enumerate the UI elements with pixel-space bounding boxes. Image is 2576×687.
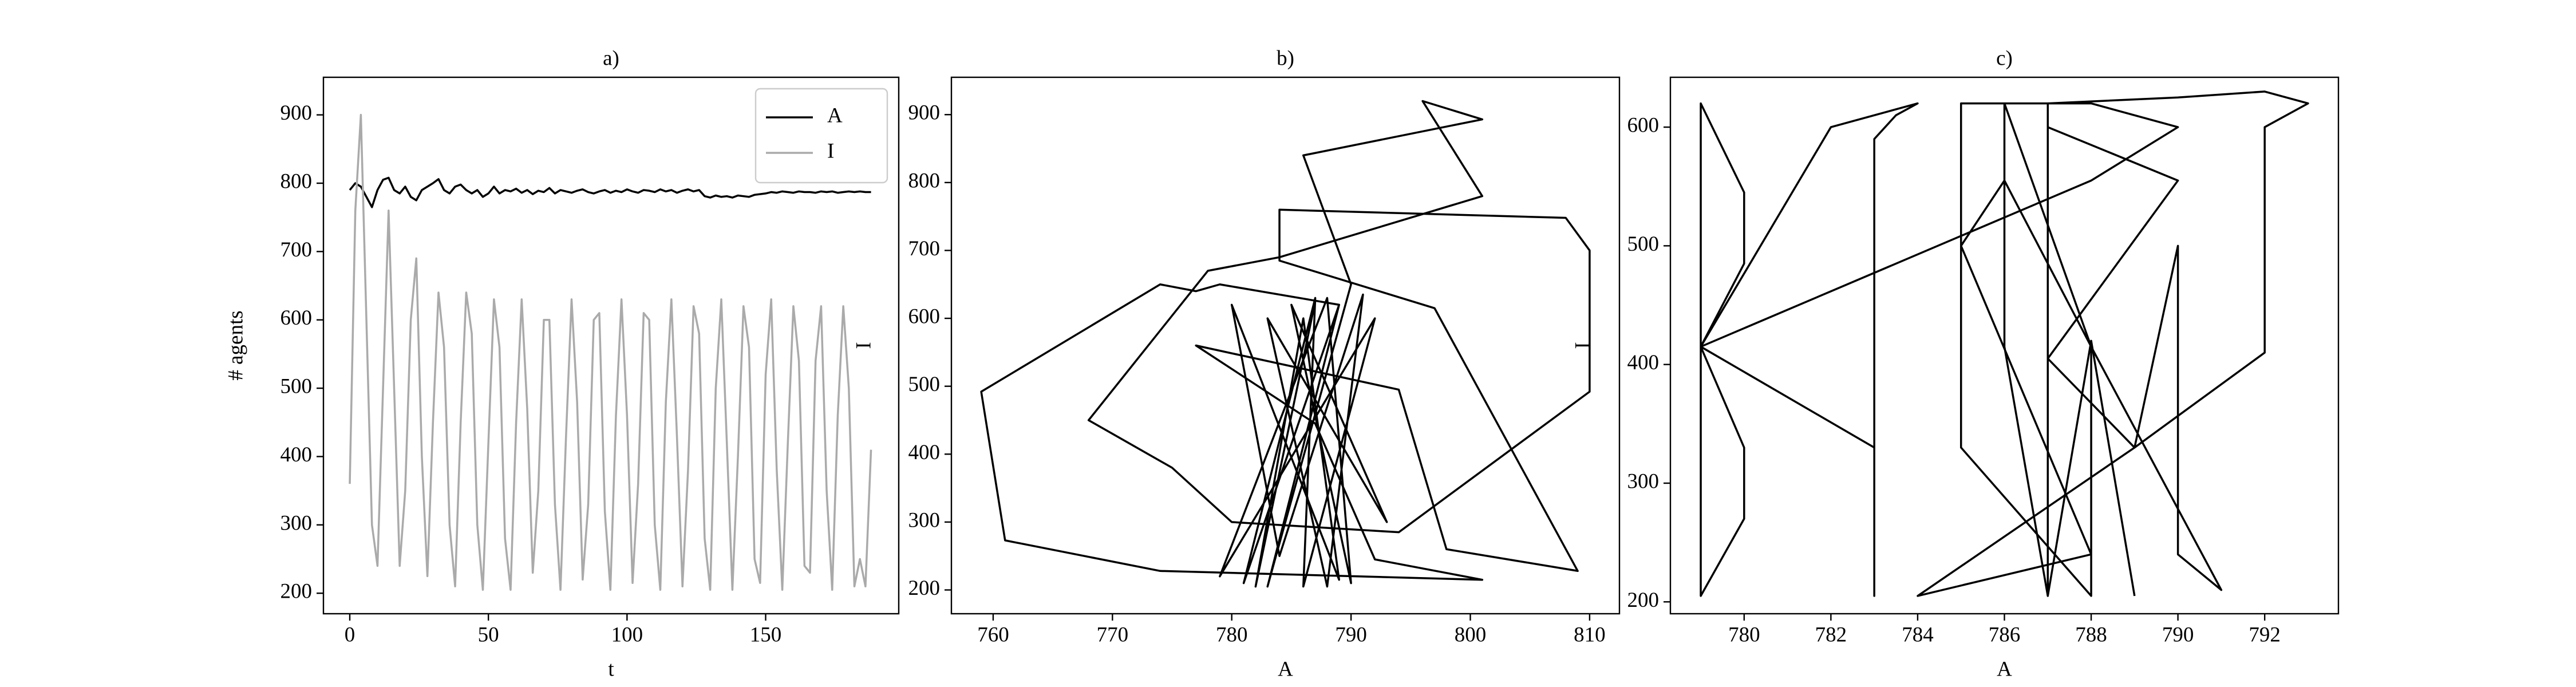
chart-title: b) [1277,46,1294,70]
y-tick-label: 400 [908,441,941,464]
legend-label: A [827,104,843,127]
y-tick-label: 500 [1627,232,1660,256]
y-tick-label: 800 [280,169,313,193]
y-axis-label: I [1571,342,1594,349]
y-tick-label: 900 [280,101,313,125]
y-axis-label: # agents [224,310,247,380]
y-tick-label: 300 [1627,469,1660,493]
x-tick-label: 788 [2075,623,2107,646]
y-tick-label: 600 [908,305,941,329]
x-tick-label: 790 [2162,623,2194,646]
y-tick-label: 300 [280,511,313,535]
y-tick-label: 500 [280,375,313,398]
x-tick-label: 780 [1216,623,1248,646]
y-tick-label: 400 [280,443,313,467]
x-tick-label: 770 [1097,623,1129,646]
x-tick-label: 786 [1989,623,2021,646]
y-tick-label: 700 [908,237,941,260]
x-axis-label: A [1278,657,1293,681]
chart-title: c) [1996,46,2013,70]
x-tick-label: 50 [478,623,499,646]
x-tick-label: 150 [750,623,782,646]
x-axis-label: t [608,657,614,681]
x-tick-label: 780 [1728,623,1760,646]
plot-frame [950,76,1621,615]
x-tick-label: 782 [1815,623,1847,646]
x-tick-label: 100 [611,623,643,646]
y-tick-label: 500 [908,373,941,396]
x-tick-label: 792 [2249,623,2281,646]
plot-frame [322,76,900,615]
y-axis-label: I [852,342,875,349]
legend-label: I [827,139,834,163]
x-tick-label: 760 [977,623,1009,646]
x-tick-label: 790 [1335,623,1367,646]
x-tick-label: 800 [1455,623,1487,646]
y-tick-label: 600 [1627,114,1660,137]
x-tick-label: 810 [1574,623,1606,646]
x-tick-label: 784 [1902,623,1934,646]
y-tick-label: 600 [280,306,313,330]
legend-box [754,88,888,184]
y-tick-label: 300 [908,508,941,532]
y-tick-label: 700 [280,238,313,262]
data-line [980,100,1591,588]
y-tick-label: 900 [908,101,941,125]
data-line [1700,90,2309,597]
panel: b) A I 760 770 780 790 800 810 200 300 400 500 600 700… [852,46,1621,681]
plot-frame [1669,76,2340,615]
x-tick-label: 0 [345,623,355,646]
x-axis-label: A [1997,657,2012,681]
series-line [349,176,871,208]
y-tick-label: 400 [1627,351,1660,374]
y-tick-label: 200 [280,580,313,603]
y-tick-label: 200 [1627,589,1660,612]
series-line [349,113,872,591]
chart-title: a) [603,46,619,70]
panel: c) A I 780 782 784 786 788 790 792 200 300 400 500 600 [1571,46,2340,681]
y-tick-label: 200 [908,577,941,600]
panel: a) t # agents 0 50 100 150 200 300 400 500 600 700 80… [224,46,900,681]
y-tick-label: 800 [908,169,941,192]
